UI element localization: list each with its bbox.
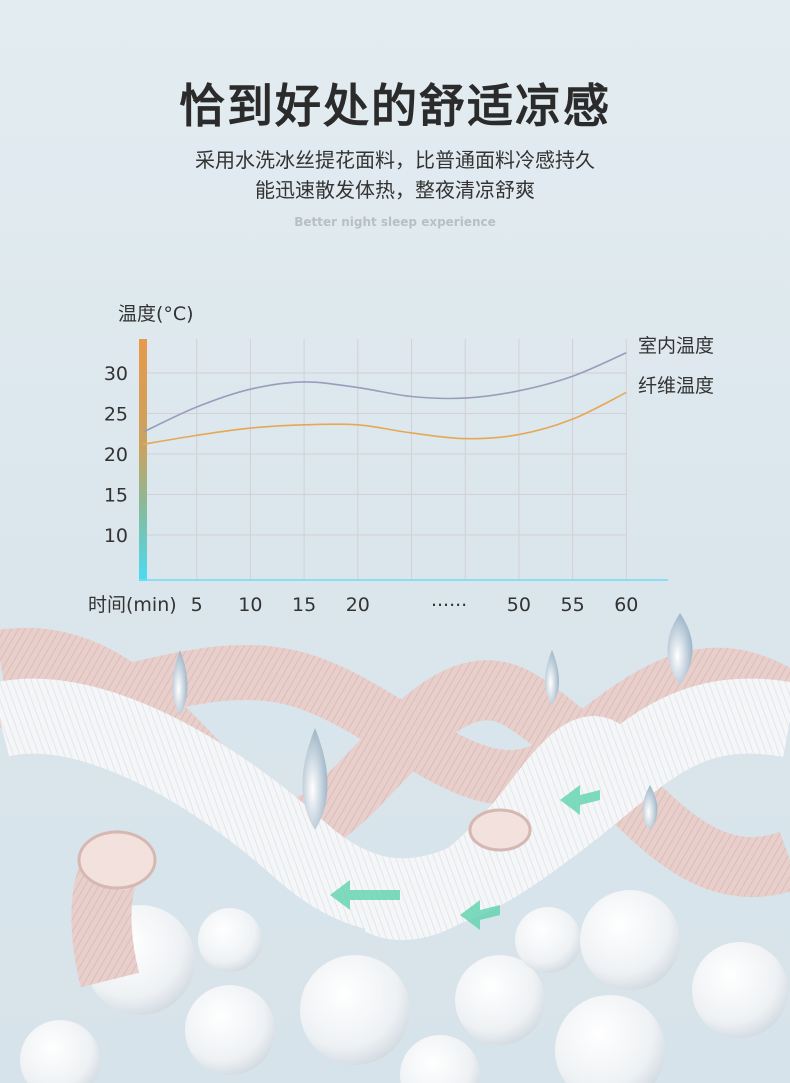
legend-label: 室内温度 [638, 335, 714, 357]
x-axis-label: 时间(min) [88, 594, 177, 616]
subtitle-line-1: 采用水洗冰丝提花面料，比普通面料冷感持久 [195, 148, 595, 172]
y-tick-label: 15 [104, 485, 128, 507]
page-title: 恰到好处的舒适凉感 [179, 79, 611, 133]
water-drop-icon [172, 650, 188, 715]
arrow-left-icon [330, 880, 400, 910]
x-tick-label: 15 [292, 594, 316, 616]
x-tick-label: 10 [238, 594, 262, 616]
y-tick-label: 10 [104, 525, 128, 547]
water-drop-icon [545, 650, 559, 705]
x-tick-label: 55 [561, 594, 585, 616]
y-axis-label: 温度(°C) [118, 303, 194, 325]
airflow-arrows [330, 785, 600, 930]
water-drop-icon [667, 613, 693, 685]
legend-label: 纤维温度 [638, 375, 714, 397]
y-tick-label: 25 [104, 404, 128, 426]
series-line-1 [142, 391, 627, 446]
grid [143, 339, 627, 580]
water-drop-icon [302, 728, 328, 830]
arrow-left-icon [560, 785, 600, 815]
tagline: Better night sleep experience [294, 215, 496, 229]
water-drop-icon [642, 785, 658, 830]
x-tick-label: 20 [346, 594, 370, 616]
y-tick-label: 30 [104, 363, 128, 385]
water-drops [172, 613, 693, 830]
arrow-left-icon [460, 900, 500, 930]
temperature-chart: 温度(°C) 时间(min) 30 25 20 15 10 5 10 15 20...... 50… [88, 303, 714, 616]
y-tick-label: 20 [104, 444, 128, 466]
subtitle-line-2: 能迅速散发体热，整夜清凉舒爽 [255, 178, 535, 202]
x-tick-label: 5 [191, 594, 203, 616]
series-line-0 [142, 352, 627, 433]
x-tick-label: ...... [431, 589, 467, 611]
y-axis-bar [139, 339, 147, 581]
x-tick-label: 50 [507, 594, 531, 616]
x-tick-label: 60 [614, 594, 638, 616]
